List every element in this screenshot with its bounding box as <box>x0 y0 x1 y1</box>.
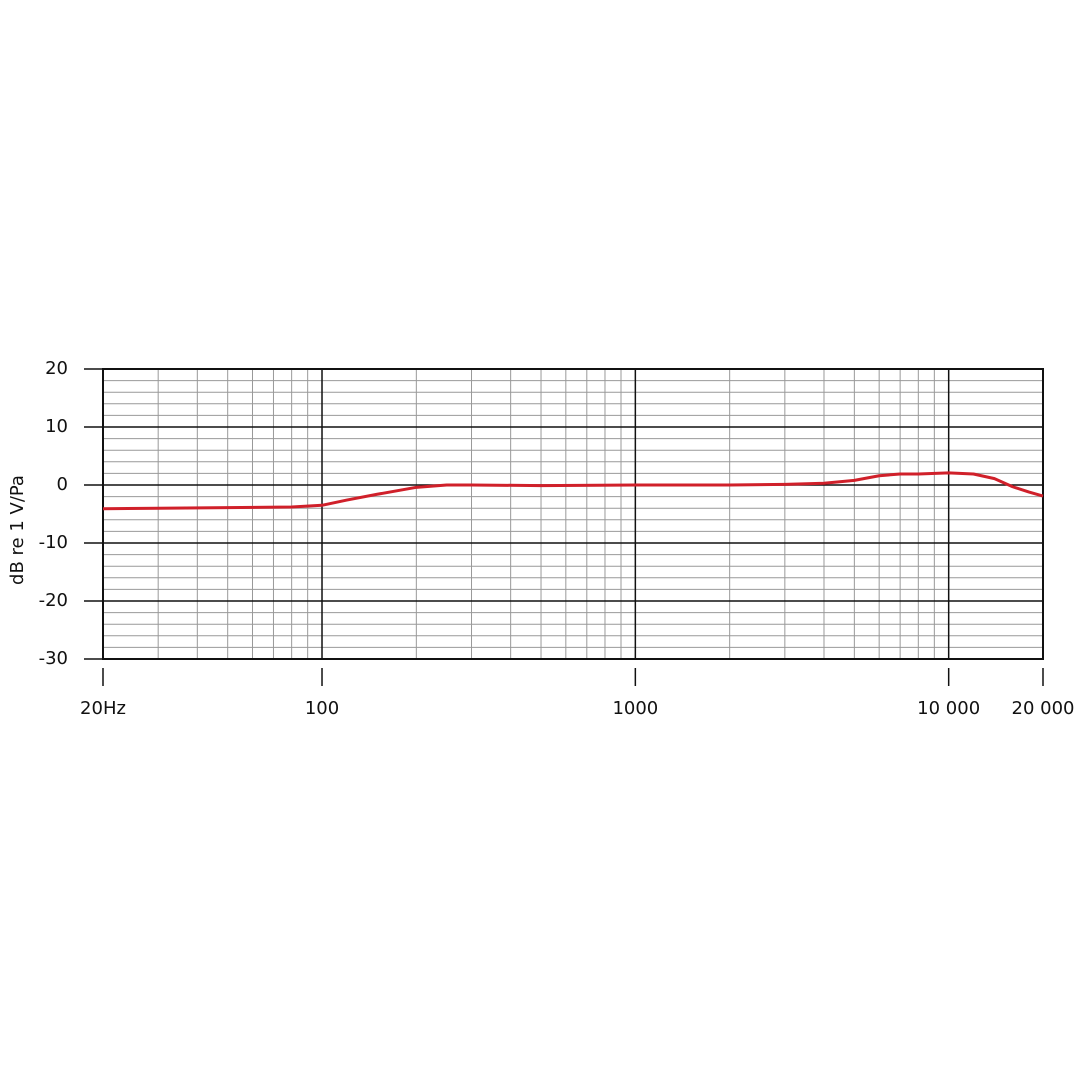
y-axis-label: dB re 1 V/Pa <box>7 475 28 585</box>
y-tick-label: 20 <box>45 358 68 379</box>
x-tick-label: 100 <box>305 698 339 719</box>
y-tick-label: -10 <box>39 532 68 553</box>
x-tick-label: 10 000 <box>917 698 980 719</box>
x-tick-label: 20Hz <box>80 698 126 719</box>
response-curve <box>102 471 1044 511</box>
x-tick-label: 20 000 <box>1012 698 1075 719</box>
x-tick-label: 1000 <box>612 698 658 719</box>
y-tick-label: 0 <box>57 474 68 495</box>
plot-frame <box>102 368 1044 660</box>
y-tick-label: 10 <box>45 416 68 437</box>
y-tick-label: -20 <box>39 590 68 611</box>
y-tick-label: -30 <box>39 648 68 669</box>
